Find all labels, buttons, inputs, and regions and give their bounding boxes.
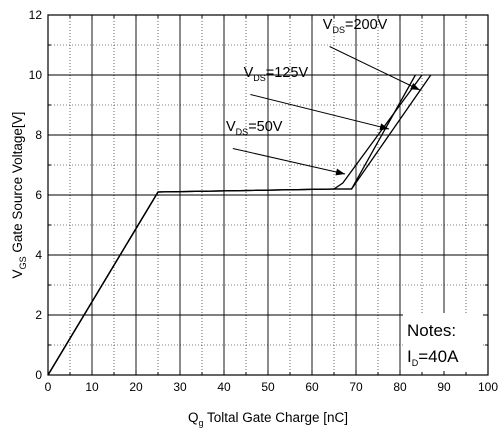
annotation-arrow-head — [335, 168, 345, 176]
annotation-arrow-head — [379, 123, 389, 131]
x-tick-label: 20 — [129, 380, 143, 394]
annotation-vds-50v: VDS=50V — [226, 119, 283, 137]
y-tick-label: 12 — [29, 8, 43, 22]
x-tick-label: 0 — [45, 380, 52, 394]
y-tick-label: 8 — [35, 128, 42, 142]
x-tick-label: 100 — [478, 380, 498, 394]
annotation-arrows — [232, 46, 421, 176]
x-tick-label: 90 — [437, 380, 451, 394]
series-lines — [47, 74, 432, 376]
annotation-arrow-line — [250, 94, 390, 130]
notes-title: Notes: — [407, 321, 456, 340]
y-tick-label: 0 — [35, 368, 42, 382]
y-tick-label: 4 — [35, 248, 42, 262]
y-tick-label: 6 — [35, 188, 42, 202]
x-axis-label: Qg Toltal Gate Charge [nC] — [188, 410, 348, 428]
x-tick-label: 70 — [349, 380, 363, 394]
major-grid — [48, 15, 488, 375]
y-tick-label: 2 — [35, 308, 42, 322]
annotation-vds-200v: VDS=200V — [323, 17, 388, 35]
y-axis-label: VGS Gate Source Voltage[V] — [10, 112, 28, 279]
annotation-arrow-line — [329, 46, 421, 91]
notes-background — [403, 313, 483, 371]
x-tick-label: 40 — [217, 380, 231, 394]
x-tick-label: 60 — [305, 380, 319, 394]
plot-frame — [47, 14, 489, 376]
x-tick-label: 80 — [393, 380, 407, 394]
x-tick-label: 10 — [85, 380, 99, 394]
annotation-arrow-head — [410, 82, 420, 90]
annotation-vds-125v: VDS=125V — [244, 65, 309, 83]
annotation-arrow-line — [232, 148, 346, 175]
y-tick-labels: 0 2 4 6 8 10 12 — [29, 8, 43, 382]
x-tick-labels: 0 10 20 30 40 50 60 70 80 90 100 — [45, 380, 499, 394]
x-tick-label: 50 — [261, 380, 275, 394]
series-line-3 — [47, 74, 432, 376]
x-tick-label: 30 — [173, 380, 187, 394]
y-tick-label: 10 — [29, 68, 43, 82]
notes-current: ID=40A — [407, 347, 459, 368]
